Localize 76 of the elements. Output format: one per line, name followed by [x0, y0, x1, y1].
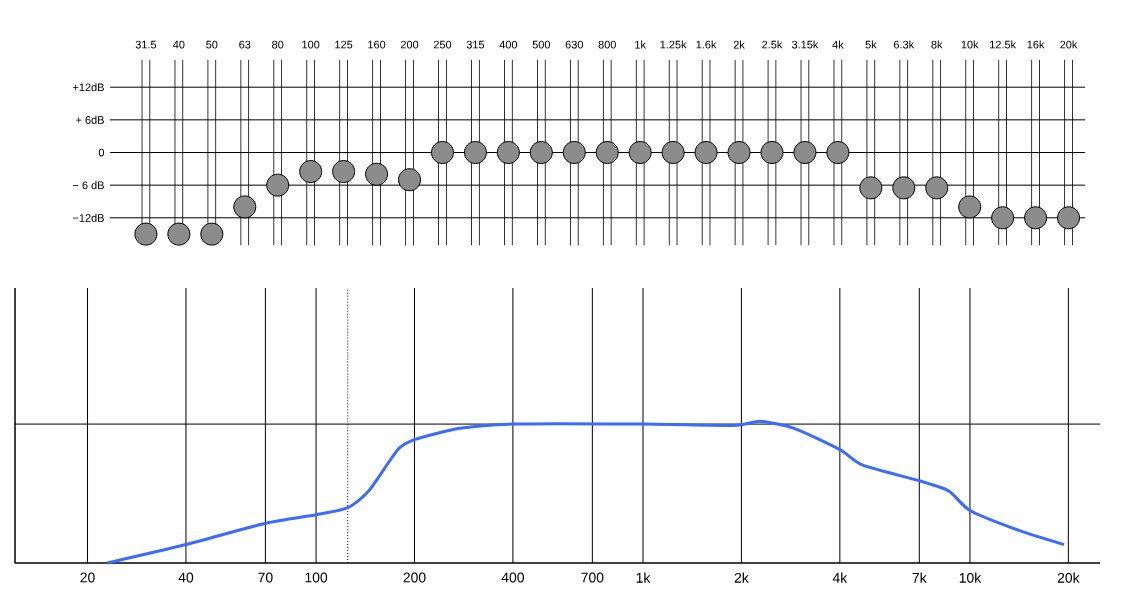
point	[299, 160, 323, 184]
x-tick-label: 315	[466, 40, 485, 49]
x-tick-label: 1.25k	[660, 40, 687, 49]
x-tick-label: 4k	[832, 40, 844, 49]
y-tick-label: −12dB	[73, 213, 104, 222]
point	[826, 140, 850, 164]
x-tick-label: 100	[305, 572, 328, 583]
x-tick-label: 16k	[1027, 40, 1045, 49]
x-tick-label: 8k	[931, 40, 943, 49]
x-tick-label: 7k	[912, 572, 927, 583]
point	[496, 140, 520, 164]
y-tick-label: + 6dB	[76, 115, 104, 124]
x-tick-label: 5k	[865, 40, 877, 49]
point	[167, 222, 191, 246]
point	[727, 140, 751, 164]
x-tick-label: 250	[433, 40, 452, 49]
x-tick-label: 1k	[635, 40, 646, 49]
x-tick-label: 2.5k	[762, 40, 783, 49]
x-tick-label: 40	[173, 40, 185, 49]
x-tick-label: 160	[368, 40, 386, 49]
y-tick-label: 0	[98, 148, 105, 157]
x-tick-label: 80	[272, 40, 284, 49]
x-tick-label: 20k	[1060, 40, 1078, 49]
x-tick-label: 400	[499, 40, 518, 49]
y-tick-label: +12dB	[73, 83, 104, 92]
x-tick-label: 1k	[636, 572, 651, 583]
point	[365, 162, 389, 186]
point	[463, 140, 487, 164]
x-tick-label: 63	[239, 40, 251, 49]
x-tick-label: 12.5k	[990, 40, 1017, 49]
y-tick-label: − 6 dB	[73, 181, 104, 190]
x-tick-label: 20k	[1057, 572, 1080, 583]
point	[1024, 206, 1048, 230]
x-tick-label: 630	[565, 40, 583, 49]
point	[958, 195, 982, 219]
point	[233, 195, 257, 219]
point	[694, 140, 718, 164]
x-tick-label: 125	[335, 40, 353, 49]
point	[925, 176, 949, 200]
point	[562, 140, 586, 164]
point	[793, 140, 817, 164]
point	[430, 140, 454, 164]
x-tick-label: 500	[532, 40, 551, 49]
x-tick-label: 4k	[832, 572, 848, 583]
x-tick-label: 6.3k	[893, 40, 915, 49]
x-tick-label: 700	[581, 572, 604, 583]
point	[892, 176, 916, 200]
point	[595, 140, 619, 164]
x-tick-label: 40	[178, 572, 194, 583]
x-tick-label: 2k	[733, 40, 745, 49]
point	[332, 160, 356, 184]
x-tick-label: 10k	[959, 572, 982, 583]
x-tick-label: 400	[501, 572, 524, 583]
x-tick-label: 31.5	[135, 40, 157, 49]
point	[661, 140, 685, 164]
x-tick-label: 800	[598, 40, 616, 49]
point	[760, 140, 784, 164]
x-tick-label: 10k	[961, 40, 979, 49]
x-tick-label: 20	[80, 572, 95, 583]
point	[991, 206, 1015, 230]
x-tick-label: 50	[206, 40, 218, 49]
point	[266, 173, 290, 197]
point	[1057, 206, 1081, 230]
x-tick-label: 200	[400, 40, 419, 49]
point	[134, 222, 158, 246]
x-tick-label: 1.6k	[696, 40, 717, 49]
point	[628, 140, 652, 164]
point	[529, 140, 553, 164]
x-tick-label: 2k	[734, 572, 749, 583]
point	[859, 176, 883, 200]
x-tick-label: 3.15k	[791, 40, 819, 49]
x-tick-label: 100	[302, 40, 320, 49]
point	[200, 222, 224, 246]
point	[398, 168, 422, 192]
x-tick-label: 70	[258, 572, 273, 583]
x-tick-label: 200	[403, 572, 426, 583]
